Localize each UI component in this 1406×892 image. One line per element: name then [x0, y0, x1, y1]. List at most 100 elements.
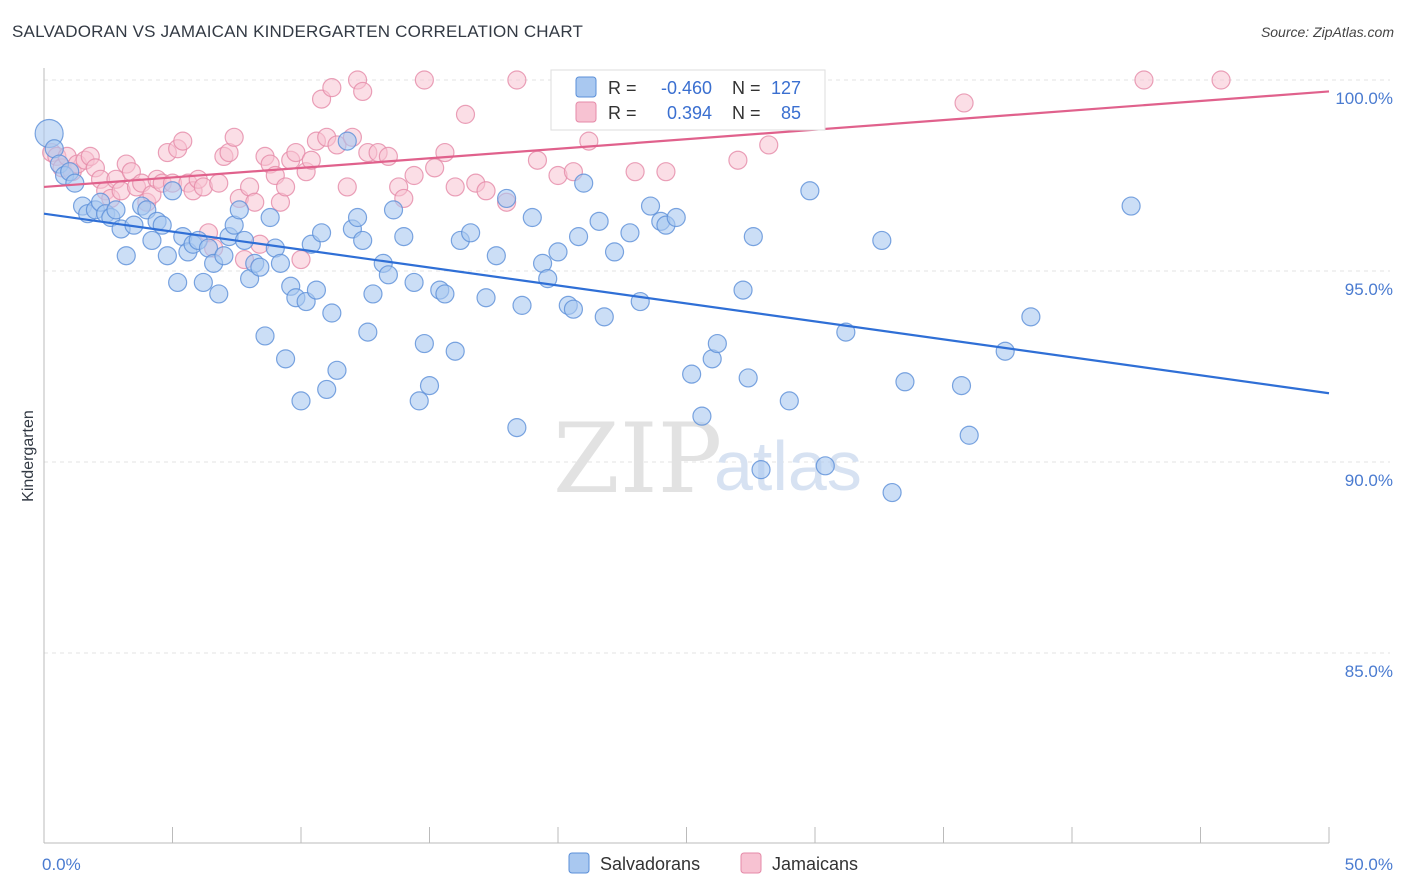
salvadoran-point [476, 288, 496, 308]
legend-r-label: R = [608, 78, 637, 98]
salvadoran-point [347, 207, 368, 228]
series-legend-salvadorans[interactable]: Salvadorans [568, 852, 700, 874]
salvadoran-point [229, 200, 249, 220]
series-legend: Salvadorans Jamaicans [568, 852, 858, 874]
salvadoran-point [486, 246, 506, 266]
salvadoran-point [620, 223, 640, 243]
legend-row-salvadorans: R = -0.460 N = 127 [575, 76, 801, 98]
salvadoran-point [951, 376, 972, 396]
jamaican-point [337, 177, 357, 197]
salvadoran-point [383, 200, 404, 220]
salvadoran-point [882, 482, 902, 503]
jamaican-point [173, 131, 193, 151]
jamaican-point [286, 142, 306, 163]
source-note: Source: ZipAtlas.com [1260, 24, 1394, 40]
axis-layer [43, 68, 1330, 844]
series-label-salvadorans: Salvadorans [600, 854, 700, 874]
salvadoran-point [394, 227, 414, 247]
salvadoran-point [291, 391, 311, 411]
series-label-jamaicans: Jamaicans [772, 854, 858, 874]
salvadoran-point [574, 173, 594, 193]
salvadoran-point [895, 372, 915, 392]
watermark-atlas: atlas [714, 427, 862, 505]
y-tick-label: 85.0% [1345, 662, 1393, 681]
salvadoran-point [692, 406, 712, 426]
y-axis-label: Kindergarten [20, 410, 37, 502]
jamaican-point [414, 70, 434, 90]
jamaican-point [728, 150, 748, 170]
salvadoran-point [522, 207, 542, 228]
salvadoran-point [306, 280, 327, 300]
legend-r-label: R = [608, 103, 637, 123]
y-tick-label: 90.0% [1345, 471, 1393, 490]
salvadoran-point [214, 246, 234, 266]
salvadoran-point [589, 211, 609, 231]
salvadoran-point [409, 391, 429, 411]
series-legend-jamaicans[interactable]: Jamaicans [740, 852, 858, 874]
salvadoran-point [815, 456, 835, 476]
jamaican-point [527, 150, 548, 170]
legend-n-label: N = [732, 78, 761, 98]
trend-layer [43, 90, 1330, 395]
legend-swatch-salvadorans [575, 76, 597, 98]
salvadoran-point [260, 207, 280, 228]
salvadoran-point [1021, 307, 1041, 327]
jamaican-point [445, 177, 465, 197]
x-tick-label-max: 50.0% [1345, 855, 1393, 874]
salvadoran-point [738, 368, 758, 388]
salvadoran-point [157, 246, 177, 266]
salvadoran-trend-line [43, 212, 1330, 395]
salvadoran-point [378, 265, 398, 285]
jamaican-point [507, 70, 527, 90]
salvadoran-point [414, 333, 434, 354]
jamaican-point [353, 81, 373, 102]
salvadoran-point [363, 284, 383, 304]
salvadoran-point [322, 303, 342, 323]
salvadoran-point [751, 460, 771, 480]
jamaican-point [301, 150, 321, 170]
salvadoran-point [512, 295, 532, 315]
legend-n-value: 127 [771, 78, 801, 98]
jamaican-point [209, 173, 229, 193]
salvadoran-point [568, 227, 589, 247]
salvadoran-point [270, 253, 291, 273]
jamaican-point [1211, 70, 1231, 90]
salvadoran-point [106, 200, 126, 220]
legend-row-jamaicans: R = 0.394 N = 85 [575, 101, 801, 123]
salvadoran-point [836, 322, 856, 342]
salvadoran-point [435, 284, 455, 304]
salvadoran-point [353, 230, 373, 251]
salvadoran-point [604, 242, 625, 262]
salvadoran-point [995, 341, 1015, 361]
jamaican-trend-line [43, 90, 1330, 189]
salvadoran-point [337, 131, 357, 151]
salvadoran-point [682, 364, 702, 384]
salvadoran-point [707, 333, 727, 354]
salvadoran-point [563, 299, 584, 319]
y-tick-label: 95.0% [1345, 280, 1393, 299]
jamaican-point [322, 78, 342, 98]
salvadoran-point [358, 322, 378, 342]
salvadoran-point [209, 284, 229, 304]
jamaican-point [245, 192, 265, 212]
salvadoran-point [445, 341, 465, 361]
salvadoran-point [959, 425, 979, 445]
salvadoran-point [872, 230, 892, 251]
jamaican-point [224, 127, 244, 147]
jamaican-point [404, 165, 424, 186]
salvadoran-point [142, 230, 162, 251]
salvadoran-point [193, 272, 213, 293]
salvadoran-point [666, 207, 686, 228]
jamaican-point [759, 135, 779, 155]
salvadoran-point [162, 181, 183, 201]
salvadoran-point [317, 379, 337, 400]
y-tick-labels: 85.0% 90.0% 95.0% 100.0% [1335, 89, 1393, 681]
salvadoran-point [419, 376, 440, 396]
legend-r-value: -0.460 [661, 78, 712, 98]
salvadoran-point [250, 257, 270, 277]
salvadoran-point [255, 326, 275, 346]
jamaican-point [1134, 70, 1154, 90]
chart-title: SALVADORAN VS JAMAICAN KINDERGARTEN CORR… [12, 22, 584, 41]
jamaican-point [625, 162, 645, 182]
